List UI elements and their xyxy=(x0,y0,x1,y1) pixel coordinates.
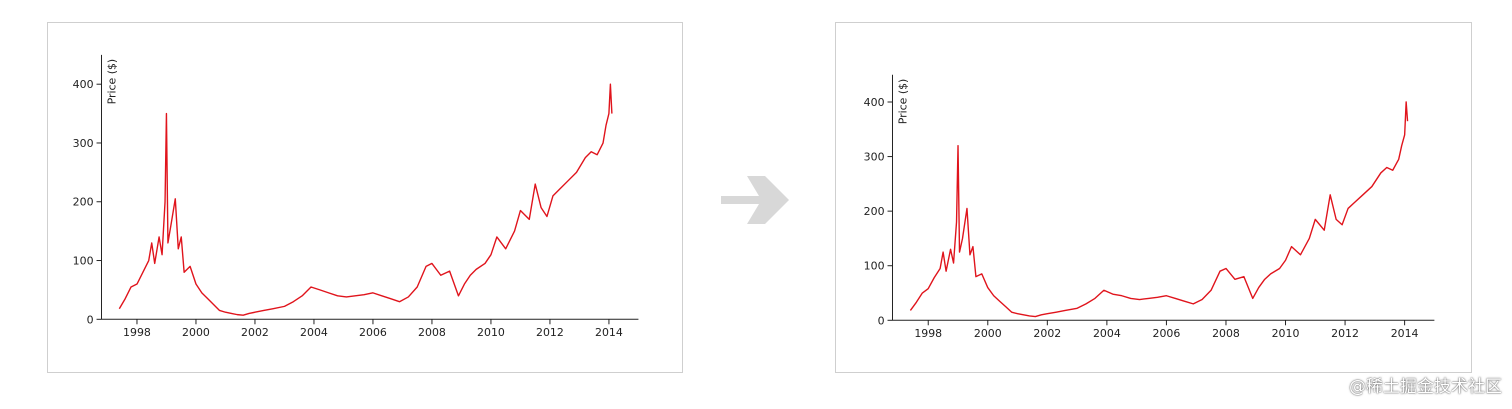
x-tick-label: 2010 xyxy=(1272,327,1300,340)
watermark: @稀土掘金技术社区 xyxy=(1349,377,1502,397)
left-price-chart: 0 100 200 300 400 1998 2000 2002 2004 2006 2008 201… xyxy=(73,54,639,339)
x-tick-label: 2014 xyxy=(595,326,623,339)
y-axis-label: Price ($) xyxy=(896,79,909,125)
x-tick-label: 1998 xyxy=(914,327,942,340)
x-tick-label: 2014 xyxy=(1391,327,1419,340)
left-chart-panel: 0 100 200 300 400 1998 2000 2002 2004 2006 2008 201… xyxy=(47,22,683,373)
y-tick-label: 200 xyxy=(73,196,94,209)
y-tick-label: 400 xyxy=(864,96,885,109)
y-tick-label: 100 xyxy=(864,260,885,273)
y-tick-label: 100 xyxy=(73,255,94,268)
arrow-right-icon xyxy=(721,176,789,224)
x-tick-label: 2008 xyxy=(418,326,446,339)
price-series-line xyxy=(118,83,613,316)
x-tick-label: 2010 xyxy=(477,326,505,339)
y-tick-label: 0 xyxy=(87,313,94,326)
x-tick-label: 2004 xyxy=(1093,327,1121,340)
y-tick-label: 0 xyxy=(878,314,885,327)
x-tick-label: 2012 xyxy=(1331,327,1359,340)
x-tick-label: 2002 xyxy=(1033,327,1061,340)
right-chart-panel: 0 100 200 300 400 1998 2000 2002 2004 2006 2008 201… xyxy=(835,22,1472,373)
y-tick-label: 200 xyxy=(864,205,885,218)
x-tick-label: 2002 xyxy=(241,326,269,339)
right-price-chart: 0 100 200 300 400 1998 2000 2002 2004 2006 2008 201… xyxy=(864,74,1435,340)
y-tick-label: 300 xyxy=(73,137,94,150)
y-tick-label: 300 xyxy=(864,151,885,164)
x-tick-label: 2006 xyxy=(1153,327,1181,340)
x-tick-label: 2008 xyxy=(1212,327,1240,340)
y-axis-label: Price ($) xyxy=(105,59,118,105)
x-tick-label: 2000 xyxy=(182,326,210,339)
x-tick-label: 2000 xyxy=(974,327,1002,340)
price-series-line xyxy=(909,101,1409,318)
x-tick-label: 2006 xyxy=(359,326,387,339)
x-tick-label: 1998 xyxy=(123,326,151,339)
x-tick-label: 2012 xyxy=(536,326,564,339)
x-tick-label: 2004 xyxy=(300,326,328,339)
y-tick-label: 400 xyxy=(73,78,94,91)
